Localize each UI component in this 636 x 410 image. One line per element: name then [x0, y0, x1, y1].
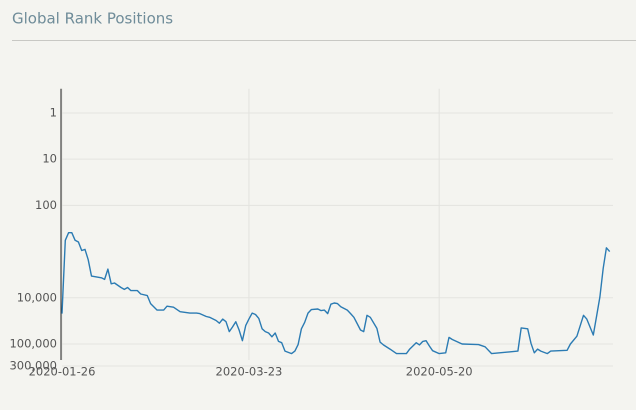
x-tick-label: 2020-05-20: [406, 365, 473, 379]
y-tick-label: 100,000: [9, 336, 57, 350]
x-tick-label: 2020-01-26: [29, 365, 96, 379]
y-tick-label: 1: [50, 105, 57, 119]
plot: [61, 231, 611, 355]
chart-title: Global Rank Positions: [12, 10, 173, 28]
y-tick-label: 300,000: [9, 359, 57, 373]
y-tick-label: 10: [42, 152, 57, 166]
y-tick-label: 100: [35, 198, 57, 212]
y-tick-label: 10,000: [17, 290, 57, 304]
data-line: [61, 231, 611, 355]
x-tick-label: 2020-03-23: [216, 365, 283, 379]
